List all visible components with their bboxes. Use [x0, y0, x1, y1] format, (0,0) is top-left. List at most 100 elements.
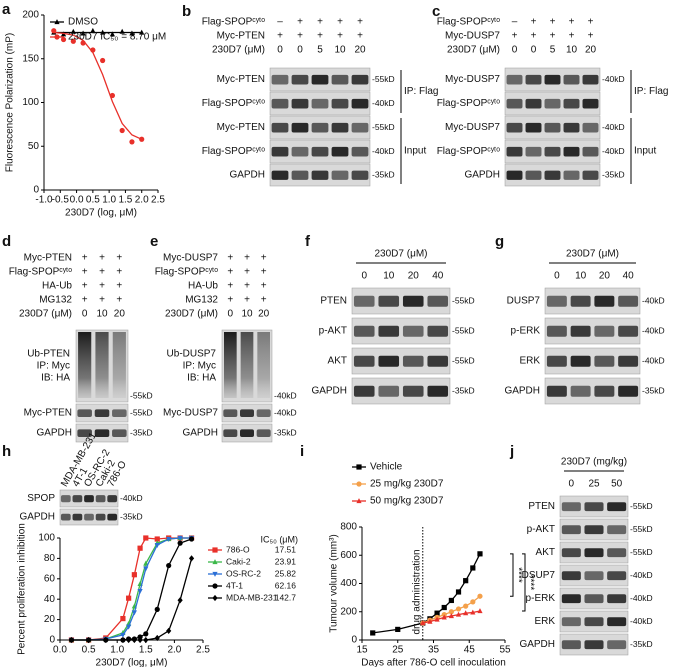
blot-band: [561, 617, 581, 627]
panel-letter: b: [182, 3, 191, 20]
row-label: GAPDH: [19, 512, 55, 523]
legend-ic50: 25.82: [275, 568, 297, 578]
blot-band: [582, 98, 599, 109]
header-cell: +: [82, 253, 88, 264]
data-point: [143, 631, 149, 637]
y-tick-label: 0: [33, 185, 39, 196]
data-point: [126, 624, 132, 630]
header-cell: 0: [297, 45, 303, 56]
blot-band: [544, 146, 561, 157]
header-cell: +: [82, 281, 88, 292]
blot-band: [544, 98, 561, 109]
blot-band: [351, 98, 369, 109]
blot-band: [570, 325, 591, 337]
data-point: [120, 636, 126, 644]
size-marker: -55kD: [452, 295, 475, 305]
blot-band: [72, 513, 83, 521]
header-cell: 0: [531, 45, 537, 56]
data-point: [154, 606, 160, 613]
blot-band: [311, 98, 329, 109]
series-line: [71, 537, 192, 641]
blot-band: [112, 429, 127, 437]
header-cell: +: [357, 31, 363, 42]
blot-band: [525, 98, 542, 109]
x-tick-label: 2.5: [196, 645, 210, 656]
header-cell: 10: [334, 45, 346, 56]
panel-letter: j: [509, 443, 514, 460]
blot-band: [546, 295, 567, 307]
data-point: [177, 535, 183, 541]
blot-band: [271, 74, 289, 85]
header-cell: +: [116, 267, 122, 278]
size-marker: -35kD: [120, 511, 143, 521]
blot-band: [607, 548, 627, 558]
row-label: Myc-DUSP7: [445, 74, 500, 85]
header-cell: 20: [599, 271, 611, 282]
x-axis-label: Days after 786-O cell inoculation: [361, 658, 506, 667]
blot-band: [223, 429, 238, 437]
blot-band: [378, 385, 400, 397]
header-cell: +: [550, 31, 556, 42]
size-marker: -55kD: [630, 547, 653, 557]
blot-band: [584, 502, 604, 512]
header-cell: 0: [277, 45, 283, 56]
header-cell: 20: [354, 45, 366, 56]
significance-label: ****: [524, 575, 535, 591]
header-cell: +: [261, 281, 267, 292]
blot-band: [291, 98, 309, 109]
data-point: [80, 30, 86, 36]
data-point: [470, 609, 476, 615]
data-point: [139, 29, 145, 35]
header-cell: +: [227, 281, 233, 292]
blot-band: [506, 146, 523, 157]
size-marker: -35kD: [130, 427, 153, 437]
size-marker: -40kD: [602, 122, 625, 132]
row-label: p-ERK: [511, 326, 541, 337]
header-label: MG132: [185, 295, 218, 306]
data-point: [448, 609, 454, 615]
blot-band: [594, 295, 615, 307]
data-point: [166, 562, 172, 569]
row-label: IP: Myc: [37, 361, 70, 372]
row-label: p-AKT: [319, 326, 347, 337]
significance-bracket: [522, 553, 526, 612]
blot-band: [271, 122, 289, 133]
y-tick-label: 50: [28, 141, 40, 152]
legend-ic50: 142.7: [275, 592, 297, 602]
legend-label: 786-O: [226, 544, 250, 554]
blot-band: [561, 548, 581, 558]
blot-band: [607, 640, 627, 650]
header-cell: 20: [408, 271, 420, 282]
panel-letter: f: [305, 233, 311, 250]
header-cell: +: [357, 17, 363, 28]
x-tick-label: 0.5: [82, 645, 96, 656]
y-tick-label: 200: [340, 606, 357, 617]
header-cell: +: [99, 295, 105, 306]
panel-letter: h: [2, 443, 11, 460]
data-point: [434, 610, 440, 616]
row-label: Flag-SPOPᶜʸᵗᵒ: [202, 146, 266, 157]
size-marker: -40kD: [120, 493, 143, 503]
header-cell: +: [550, 17, 556, 28]
blot-band: [331, 74, 349, 85]
blot-band: [582, 122, 599, 133]
legend-label: Caki-2: [226, 556, 251, 566]
data-point: [90, 47, 96, 53]
data-point: [427, 618, 433, 624]
data-point: [448, 613, 454, 619]
blot-band: [584, 525, 604, 535]
data-point: [68, 636, 75, 644]
header-cell: 20: [114, 309, 126, 320]
blot-band: [291, 122, 309, 133]
data-point: [109, 92, 115, 99]
data-point: [120, 615, 126, 622]
blot-band: [256, 409, 271, 417]
header-cell: 50: [611, 479, 623, 490]
row-label: GAPDH: [504, 386, 540, 397]
x-axis-label: 230D7 (log, μM): [65, 208, 137, 219]
blot-title: 230D7 (μM): [566, 249, 619, 260]
header-label: Flag-SPOPᶜʸᵗᵒ: [202, 17, 266, 28]
data-point: [139, 136, 145, 142]
y-tick-label: 20: [44, 614, 56, 625]
legend-header: IC₅₀ (μM): [260, 534, 298, 544]
